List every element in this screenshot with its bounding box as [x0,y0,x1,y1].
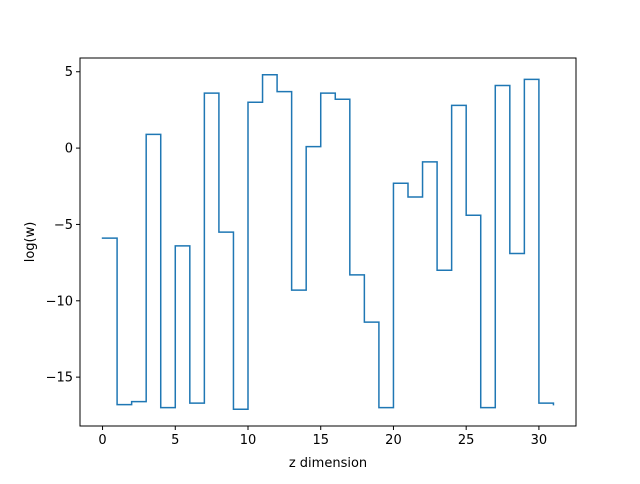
x-tick-label: 30 [531,433,548,448]
x-axis-label: z dimension [289,456,367,471]
x-tick-label: 20 [385,433,402,448]
y-tick-label: −10 [46,294,73,309]
x-tick-label: 5 [171,433,179,448]
x-tick-label: 15 [312,433,329,448]
ticks-layer: 0 5 10 15 20 25 30 −15 −10 −5 0 5 [46,65,548,448]
x-tick-label: 25 [458,433,475,448]
x-tick-label: 10 [240,433,257,448]
y-tick-label: 5 [65,65,73,80]
y-axis-label: log(w) [23,222,38,263]
y-tick-label: 0 [65,142,73,157]
x-tick-label: 0 [98,433,106,448]
axes-frame [79,57,577,427]
y-tick-label: −15 [46,371,73,386]
series-line [101,74,555,410]
y-tick-label: −5 [54,218,73,233]
series-layer [101,74,555,410]
